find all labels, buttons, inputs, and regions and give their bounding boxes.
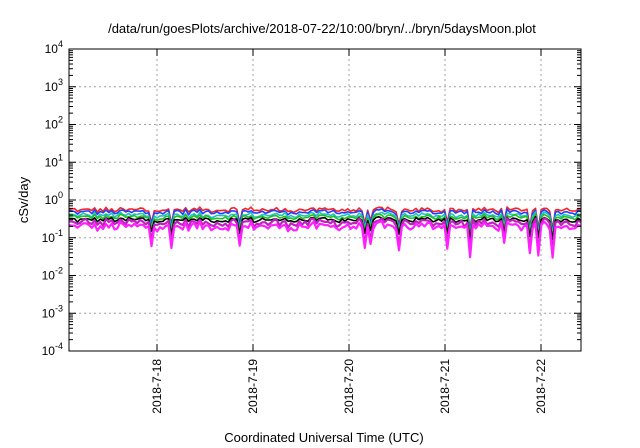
chart-title: /data/run/goesPlots/archive/2018-07-22/1… (108, 21, 536, 36)
y-tick-label: 10-3 (42, 303, 63, 320)
y-tick-label: 10-4 (42, 341, 63, 358)
grid (69, 49, 581, 351)
y-tick-label: 104 (45, 39, 63, 56)
series-line (68, 213, 582, 238)
x-tick-label: 2018-7-19 (246, 359, 260, 414)
x-tick-labels: 2018-7-18 2018-7-19 2018-7-20 2018-7-21 2018… (150, 359, 548, 414)
series-group (68, 206, 582, 259)
x-tick-label: 2018-7-18 (150, 359, 164, 414)
y-tick-labels: 104 103 102 101 100 10-1 10-2 10-3 10-4 (42, 39, 63, 358)
series-line (68, 215, 582, 241)
series-line (68, 220, 582, 259)
x-tick-label: 2018-7-20 (342, 359, 356, 414)
series-line (69, 211, 582, 235)
x-axis-label: Coordinated Universal Time (UTC) (224, 430, 423, 445)
y-tick-label: 103 (45, 77, 63, 94)
ticks (69, 48, 581, 352)
y-tick-label: 10-2 (42, 266, 63, 283)
x-tick-label: 2018-7-22 (534, 359, 548, 414)
series-line (68, 217, 582, 254)
series-line (68, 206, 581, 230)
y-tick-label: 101 (45, 152, 63, 169)
y-axis-label: cSv/day (16, 176, 31, 223)
y-tick-label: 10-1 (42, 228, 63, 245)
x-tick-label: 2018-7-21 (438, 359, 452, 414)
y-tick-label: 102 (45, 115, 63, 132)
y-tick-label: 100 (45, 190, 63, 207)
series-line (68, 208, 582, 233)
